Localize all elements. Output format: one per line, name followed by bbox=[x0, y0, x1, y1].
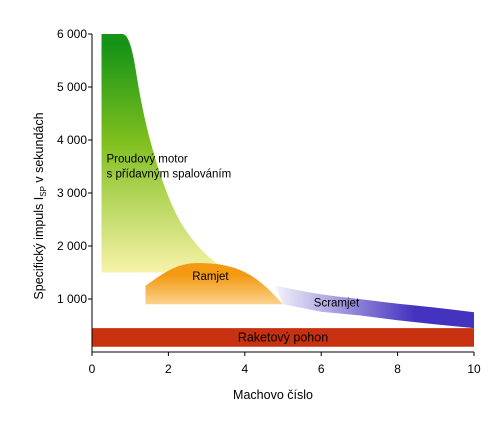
region-rocket bbox=[92, 328, 474, 347]
y-axis-title-suffix: v sekundách bbox=[32, 112, 46, 186]
label-ramjet: Ramjet bbox=[192, 271, 229, 283]
label-rocket: Raketový pohon bbox=[238, 330, 328, 344]
region-labels: Proudový motor s přídavným spalováním Ramj… bbox=[107, 153, 360, 344]
y-tick-label: 2 000 bbox=[57, 239, 87, 253]
label-jet-afterburner: Proudový motor s přídavným spalováním bbox=[107, 153, 232, 180]
label-jet-line: Proudový motor bbox=[107, 153, 188, 165]
y-tick-label: 5 000 bbox=[57, 80, 87, 94]
tick-labels: 0 2 4 6 8 10 1 000 2 000 3 000 4 000 5 000 6 000 bbox=[57, 27, 481, 376]
tick-marks bbox=[88, 33, 475, 356]
chart-regions bbox=[92, 34, 474, 347]
y-tick-label: 3 000 bbox=[57, 186, 87, 200]
y-tick-label: 6 000 bbox=[57, 27, 87, 41]
region-jet-afterburner bbox=[101, 34, 219, 273]
x-tick-label: 10 bbox=[467, 362, 481, 376]
y-axis-title: Specifický impuls ISP v sekundách bbox=[32, 112, 48, 299]
label-scramjet: Scramjet bbox=[314, 297, 360, 309]
x-axis-title: Machovo číslo bbox=[233, 388, 313, 402]
x-tick-label: 4 bbox=[241, 362, 248, 376]
y-axis-title-subscript: SP bbox=[39, 186, 48, 197]
x-tick-label: 0 bbox=[89, 362, 96, 376]
region-ramjet bbox=[145, 263, 283, 305]
y-axis-title-main: Specifický impuls I bbox=[32, 197, 46, 300]
x-tick-label: 8 bbox=[394, 362, 401, 376]
region-scramjet bbox=[275, 285, 474, 329]
y-tick-label: 4 000 bbox=[57, 133, 87, 147]
x-tick-label: 2 bbox=[165, 362, 172, 376]
y-tick-label: 1 000 bbox=[57, 292, 87, 306]
x-tick-label: 6 bbox=[318, 362, 325, 376]
label-jet-line: s přídavným spalováním bbox=[107, 168, 232, 180]
